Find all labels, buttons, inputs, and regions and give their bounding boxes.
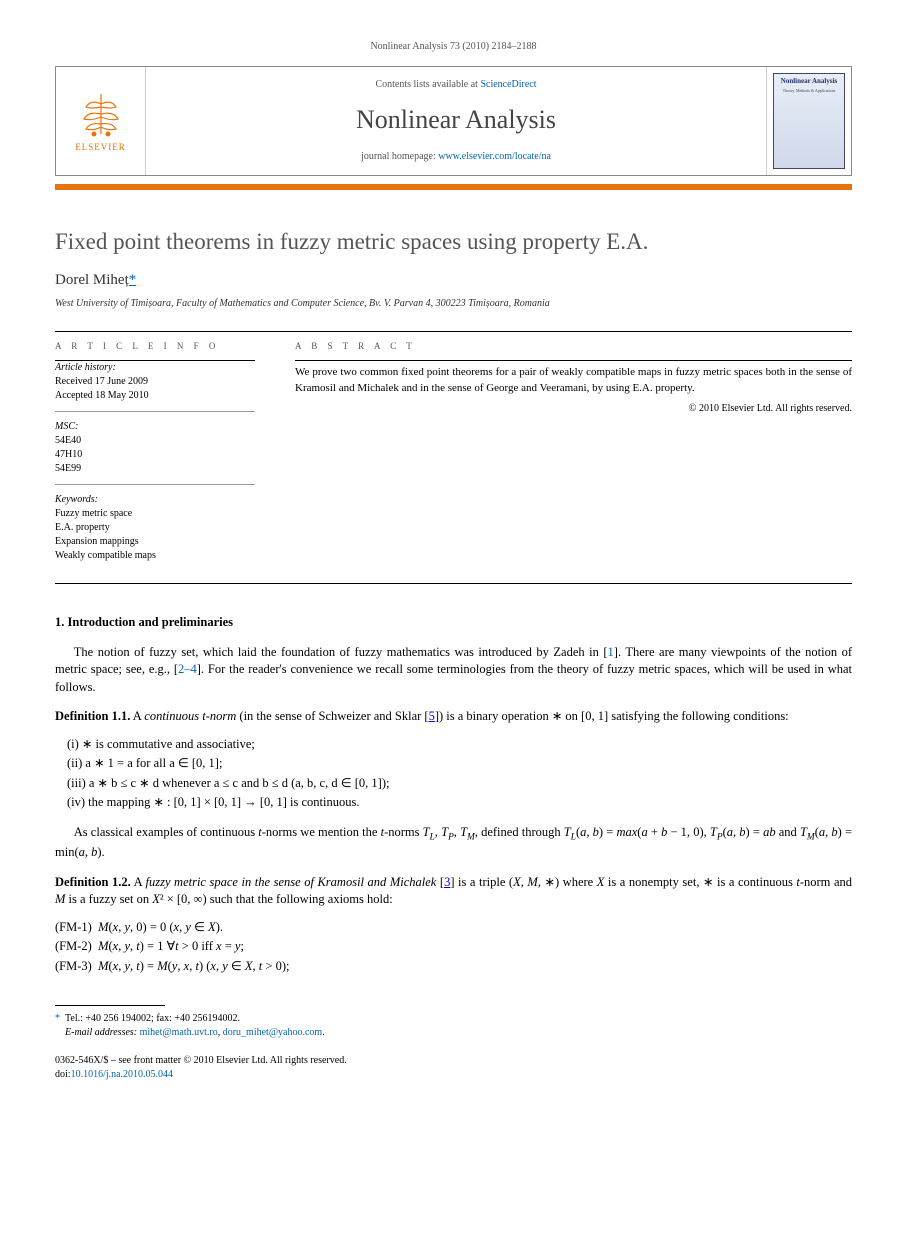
axiom-item: (FM-3) M(x, y, t) = M(y, x, t) (x, y ∈ X… (55, 958, 852, 976)
citation-line: Nonlinear Analysis 73 (2010) 2184–2188 (55, 40, 852, 54)
elsevier-tree-icon (76, 89, 126, 139)
received-date: Received 17 June 2009 (55, 375, 255, 389)
definition-label: Definition 1.2. (55, 875, 131, 889)
text-span: [ (436, 875, 444, 889)
journal-header: ELSEVIER Contents lists available at Sci… (55, 66, 852, 176)
msc-code: 54E99 (55, 462, 255, 476)
email-link[interactable]: doru_mihet@yahoo.com (223, 1027, 322, 1038)
abstract-divider (295, 360, 852, 361)
definition-1-1: Definition 1.1. A continuous t-norm (in … (55, 708, 852, 726)
article-title: Fixed point theorems in fuzzy metric spa… (55, 228, 852, 256)
msc-code: 47H10 (55, 448, 255, 462)
homepage-link[interactable]: www.elsevier.com/locate/na (438, 151, 551, 162)
section-1: 1. Introduction and preliminaries The no… (55, 614, 852, 975)
keyword: E.A. property (55, 521, 255, 535)
msc-code: 54E40 (55, 434, 255, 448)
orange-divider-bar (55, 184, 852, 190)
page-container: Nonlinear Analysis 73 (2010) 2184–2188 E… (0, 0, 907, 1112)
issn-line: 0362-546X/$ – see front matter © 2010 El… (55, 1054, 852, 1068)
axiom-list: (FM-1) M(x, y, 0) = 0 (x, y ∈ X). (FM-2)… (55, 919, 852, 976)
author-line: Dorel Miheț* (55, 270, 852, 291)
list-item: (iv) the mapping ∗ : [0, 1] × [0, 1] → [… (67, 794, 852, 812)
tnorm-examples-para: As classical examples of continuous t-no… (55, 824, 852, 862)
ref-link[interactable]: 2–4 (178, 662, 197, 676)
journal-cover-thumbnail: Nonlinear Analysis Theory, Methods & App… (773, 73, 845, 169)
text-span: A (131, 875, 146, 889)
divider-2 (55, 583, 852, 584)
axiom-item: (FM-1) M(x, y, 0) = 0 (x, y ∈ X). (55, 919, 852, 937)
list-item: (iii) a ∗ b ≤ c ∗ d whenever a ≤ c and b… (67, 775, 852, 793)
bottom-block: 0362-546X/$ – see front matter © 2010 El… (55, 1054, 852, 1082)
doi-line: doi:10.1016/j.na.2010.05.044 (55, 1068, 852, 1082)
text-span: ]) is a binary operation ∗ on [0, 1] sat… (435, 709, 789, 723)
publisher-logo-cell: ELSEVIER (56, 67, 146, 175)
keyword: Expansion mappings (55, 535, 255, 549)
intro-paragraph: The notion of fuzzy set, which laid the … (55, 644, 852, 697)
list-item: (i) ∗ is commutative and associative; (67, 736, 852, 754)
info-abstract-row: A R T I C L E I N F O Article history: R… (55, 340, 852, 564)
article-info-column: A R T I C L E I N F O Article history: R… (55, 340, 255, 564)
italic-term: continuous t-norm (144, 709, 236, 723)
definition-1-1-list: (i) ∗ is commutative and associative; (i… (67, 736, 852, 812)
keyword: Weakly compatible maps (55, 549, 255, 563)
keywords-heading: Keywords: (55, 493, 255, 507)
divider-1 (55, 331, 852, 332)
abstract-column: A B S T R A C T We prove two common fixe… (295, 340, 852, 564)
email-link[interactable]: mihet@math.uvt.ro (140, 1027, 218, 1038)
keywords-block: Keywords: Fuzzy metric space E.A. proper… (55, 493, 255, 563)
text-span: . (322, 1027, 325, 1038)
cover-title: Nonlinear Analysis (781, 78, 837, 86)
list-item: (ii) a ∗ 1 = a for all a ∈ [0, 1]; (67, 755, 852, 773)
doi-label: doi: (55, 1069, 71, 1080)
text-span: A (130, 709, 144, 723)
text-span: (in the sense of Schweizer and Sklar [ (236, 709, 428, 723)
doi-link[interactable]: 10.1016/j.na.2010.05.044 (71, 1069, 174, 1080)
axiom-item: (FM-2) M(x, y, t) = 1 ∀t > 0 iff x = y; (55, 938, 852, 956)
definition-1-2: Definition 1.2. A fuzzy metric space in … (55, 874, 852, 909)
history-block: Article history: Received 17 June 2009 A… (55, 361, 255, 412)
cover-subtitle: Theory, Methods & Applications (783, 88, 836, 94)
author-name: Dorel Miheț (55, 272, 129, 288)
accepted-date: Accepted 18 May 2010 (55, 389, 255, 403)
msc-block: MSC: 54E40 47H10 54E99 (55, 420, 255, 485)
homepage-line: journal homepage: www.elsevier.com/locat… (361, 150, 551, 164)
footnote-asterisk: * (55, 1013, 60, 1024)
cover-thumb-cell: Nonlinear Analysis Theory, Methods & App… (766, 67, 851, 175)
msc-heading: MSC: (55, 420, 255, 434)
journal-name: Nonlinear Analysis (356, 102, 556, 138)
email-label: E-mail addresses: (65, 1027, 137, 1038)
publisher-label: ELSEVIER (75, 141, 126, 154)
keyword: Fuzzy metric space (55, 507, 255, 521)
section-heading: 1. Introduction and preliminaries (55, 614, 852, 632)
italic-term: fuzzy metric space in the sense of Kramo… (146, 875, 437, 889)
author-footnote-link[interactable]: * (129, 272, 137, 288)
affiliation: West University of Timișoara, Faculty of… (55, 297, 852, 311)
definition-label: Definition 1.1. (55, 709, 130, 723)
corresponding-footnote: * Tel.: +40 256 194002; fax: +40 2561940… (55, 1012, 852, 1040)
contents-line: Contents lists available at ScienceDirec… (375, 78, 536, 92)
text-span: The notion of fuzzy set, which laid the … (74, 645, 608, 659)
abstract-text: We prove two common fixed point theorems… (295, 365, 852, 396)
footnote-separator (55, 1005, 165, 1006)
article-info-label: A R T I C L E I N F O (55, 340, 255, 353)
header-middle: Contents lists available at ScienceDirec… (146, 67, 766, 175)
homepage-prefix: journal homepage: (361, 151, 438, 162)
contents-prefix: Contents lists available at (375, 79, 480, 90)
abstract-label: A B S T R A C T (295, 340, 852, 353)
tel-fax: Tel.: +40 256 194002; fax: +40 256194002… (65, 1013, 240, 1024)
sciencedirect-link[interactable]: ScienceDirect (480, 79, 536, 90)
history-heading: Article history: (55, 361, 255, 375)
abstract-copyright: © 2010 Elsevier Ltd. All rights reserved… (295, 402, 852, 416)
